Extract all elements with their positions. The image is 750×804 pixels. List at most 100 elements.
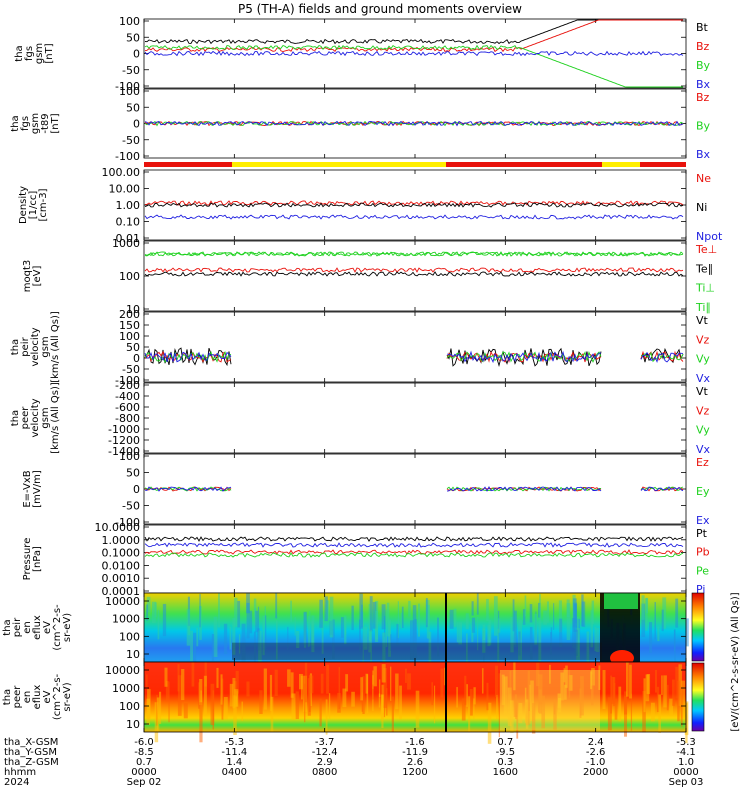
peer_en_eflux-texture: [325, 699, 328, 735]
peer_en_eflux-texture: [263, 668, 267, 710]
peer_en_eflux-texture: [147, 689, 151, 720]
legend-Vx: Vx: [696, 372, 711, 385]
mode-bar-red: [144, 162, 232, 167]
peir_en_eflux-texture: [566, 603, 571, 641]
xaxis-row-label: hhmm: [4, 767, 36, 778]
peer_en_eflux-texture: [259, 690, 263, 714]
ytick-label: 0: [133, 48, 140, 61]
peir_en_eflux-texture: [518, 631, 521, 656]
peir_en_eflux-texture: [401, 606, 404, 629]
peer_en_eflux-texture: [440, 668, 444, 698]
peer_en_eflux-texture: [381, 695, 384, 729]
peir_en_eflux-texture: [524, 595, 527, 617]
peir_en_eflux-texture: [162, 603, 167, 637]
peer_en_eflux-texture: [198, 682, 200, 709]
peir_en_eflux-texture: [234, 597, 238, 627]
peir_en_eflux-texture: [594, 626, 597, 652]
peer_en_eflux-texture: [168, 681, 170, 723]
peer_en_eflux-texture: [383, 668, 387, 708]
peir_en_eflux-texture: [471, 601, 474, 616]
peer_en_eflux-texture: [415, 690, 420, 728]
trace-Npot: [144, 214, 684, 220]
peer_en_eflux-texture: [495, 665, 498, 698]
xaxis-value: 1.0: [678, 757, 694, 768]
peer_en_eflux-texture: [269, 674, 273, 711]
peer_en_eflux-texture: [304, 683, 306, 723]
peer_en_eflux-texture: [405, 668, 407, 683]
trace-Ti∥: [144, 251, 684, 257]
legend-Bz: Bz: [696, 40, 710, 53]
ytick-label: 1000: [112, 237, 140, 250]
peer_en_eflux-texture: [498, 673, 501, 703]
xaxis-value: 0800: [312, 767, 337, 778]
ylabel-line: fgs: [24, 46, 35, 61]
peir_en_eflux-texture: [186, 609, 191, 646]
peir_en_eflux-texture: [390, 634, 392, 651]
peer_en_eflux-texture: [473, 687, 476, 705]
legend-Ne: Ne: [696, 172, 711, 185]
ylabel-line: eV: [42, 621, 53, 634]
peer_en_eflux-texture: [234, 689, 239, 707]
peir_en_eflux-texture: [543, 610, 548, 625]
ylabel-line: (cm^2-s-: [52, 673, 63, 720]
peer_en_eflux-texture: [156, 697, 160, 733]
peir_en_eflux-texture: [275, 593, 278, 619]
peer_en_eflux-texture: [158, 691, 162, 724]
peer_en_eflux-texture: [246, 681, 250, 697]
peer_en_eflux-texture: [381, 664, 386, 683]
xaxis-value: 2.9: [317, 757, 333, 768]
peir_en_eflux-texture: [375, 610, 378, 640]
peir_en_eflux-texture: [426, 604, 430, 639]
peer_en_eflux-texture: [241, 701, 244, 721]
peir_en_eflux-texture: [572, 618, 576, 649]
peer_en_eflux-texture: [390, 666, 392, 701]
peir_en_eflux-texture: [591, 600, 595, 625]
peir_en_eflux-texture: [512, 599, 515, 632]
peir_en_eflux-texture: [211, 634, 215, 661]
peir_en_eflux-texture: [649, 622, 653, 653]
peer_en_eflux-texture: [372, 670, 374, 689]
peir_en_eflux-texture: [645, 598, 648, 631]
ytick-label: 150: [119, 319, 140, 332]
ytick-label: 1000: [112, 682, 140, 695]
peer_en_eflux-texture: [444, 667, 446, 686]
peir_en_eflux-texture: [319, 599, 323, 628]
peer_en_eflux-texture: [473, 698, 475, 719]
peer_en_eflux-texture: [181, 669, 185, 701]
xaxis-value: -2.6: [586, 747, 606, 758]
peer_en_eflux-texture: [661, 675, 663, 695]
trace-Ni: [144, 202, 684, 208]
peir_en_eflux-texture: [458, 622, 463, 645]
peer_en_eflux-texture: [373, 666, 377, 687]
peir_en_eflux-texture: [493, 596, 498, 636]
trace-Bt: [144, 19, 683, 45]
ytick-label: 10000: [105, 595, 140, 608]
peir_en_eflux-texture: [246, 602, 250, 639]
trace-Bz: [144, 19, 683, 53]
ylabel-line: tha: [14, 45, 25, 61]
peir_en_eflux-texture: [249, 610, 253, 634]
trace-By: [144, 44, 683, 88]
ylabel-line: sr-eV): [62, 613, 73, 642]
peir_en_eflux-texture: [550, 632, 552, 655]
peir_en_eflux-texture: [387, 620, 391, 637]
ytick-label: 0: [133, 352, 140, 365]
legend-Ey: Ey: [696, 485, 710, 498]
xaxis-value: 2.4: [588, 737, 604, 748]
peer_en_eflux-texture: [650, 702, 655, 722]
peir_en_eflux-texture: [361, 604, 363, 628]
peer_en_eflux-texture: [469, 688, 473, 716]
legend-By: By: [696, 59, 711, 72]
peir_en_eflux-texture: [414, 619, 417, 659]
ylabel-line: eflux: [32, 615, 43, 640]
ylabel-line: tha: [10, 339, 21, 355]
ylabel-line: [nPa]: [32, 546, 43, 572]
peer_en_eflux-texture: [407, 673, 411, 690]
peer_en_eflux-texture: [433, 685, 436, 724]
ylabel-line: sr-eV): [62, 682, 73, 711]
ytick-label: 0.1000: [102, 547, 141, 560]
peir_en_eflux-texture: [157, 610, 160, 640]
peer_en_eflux-texture: [164, 667, 168, 687]
xaxis-value: -12.4: [312, 747, 338, 758]
peer_en_eflux-texture: [611, 677, 615, 704]
